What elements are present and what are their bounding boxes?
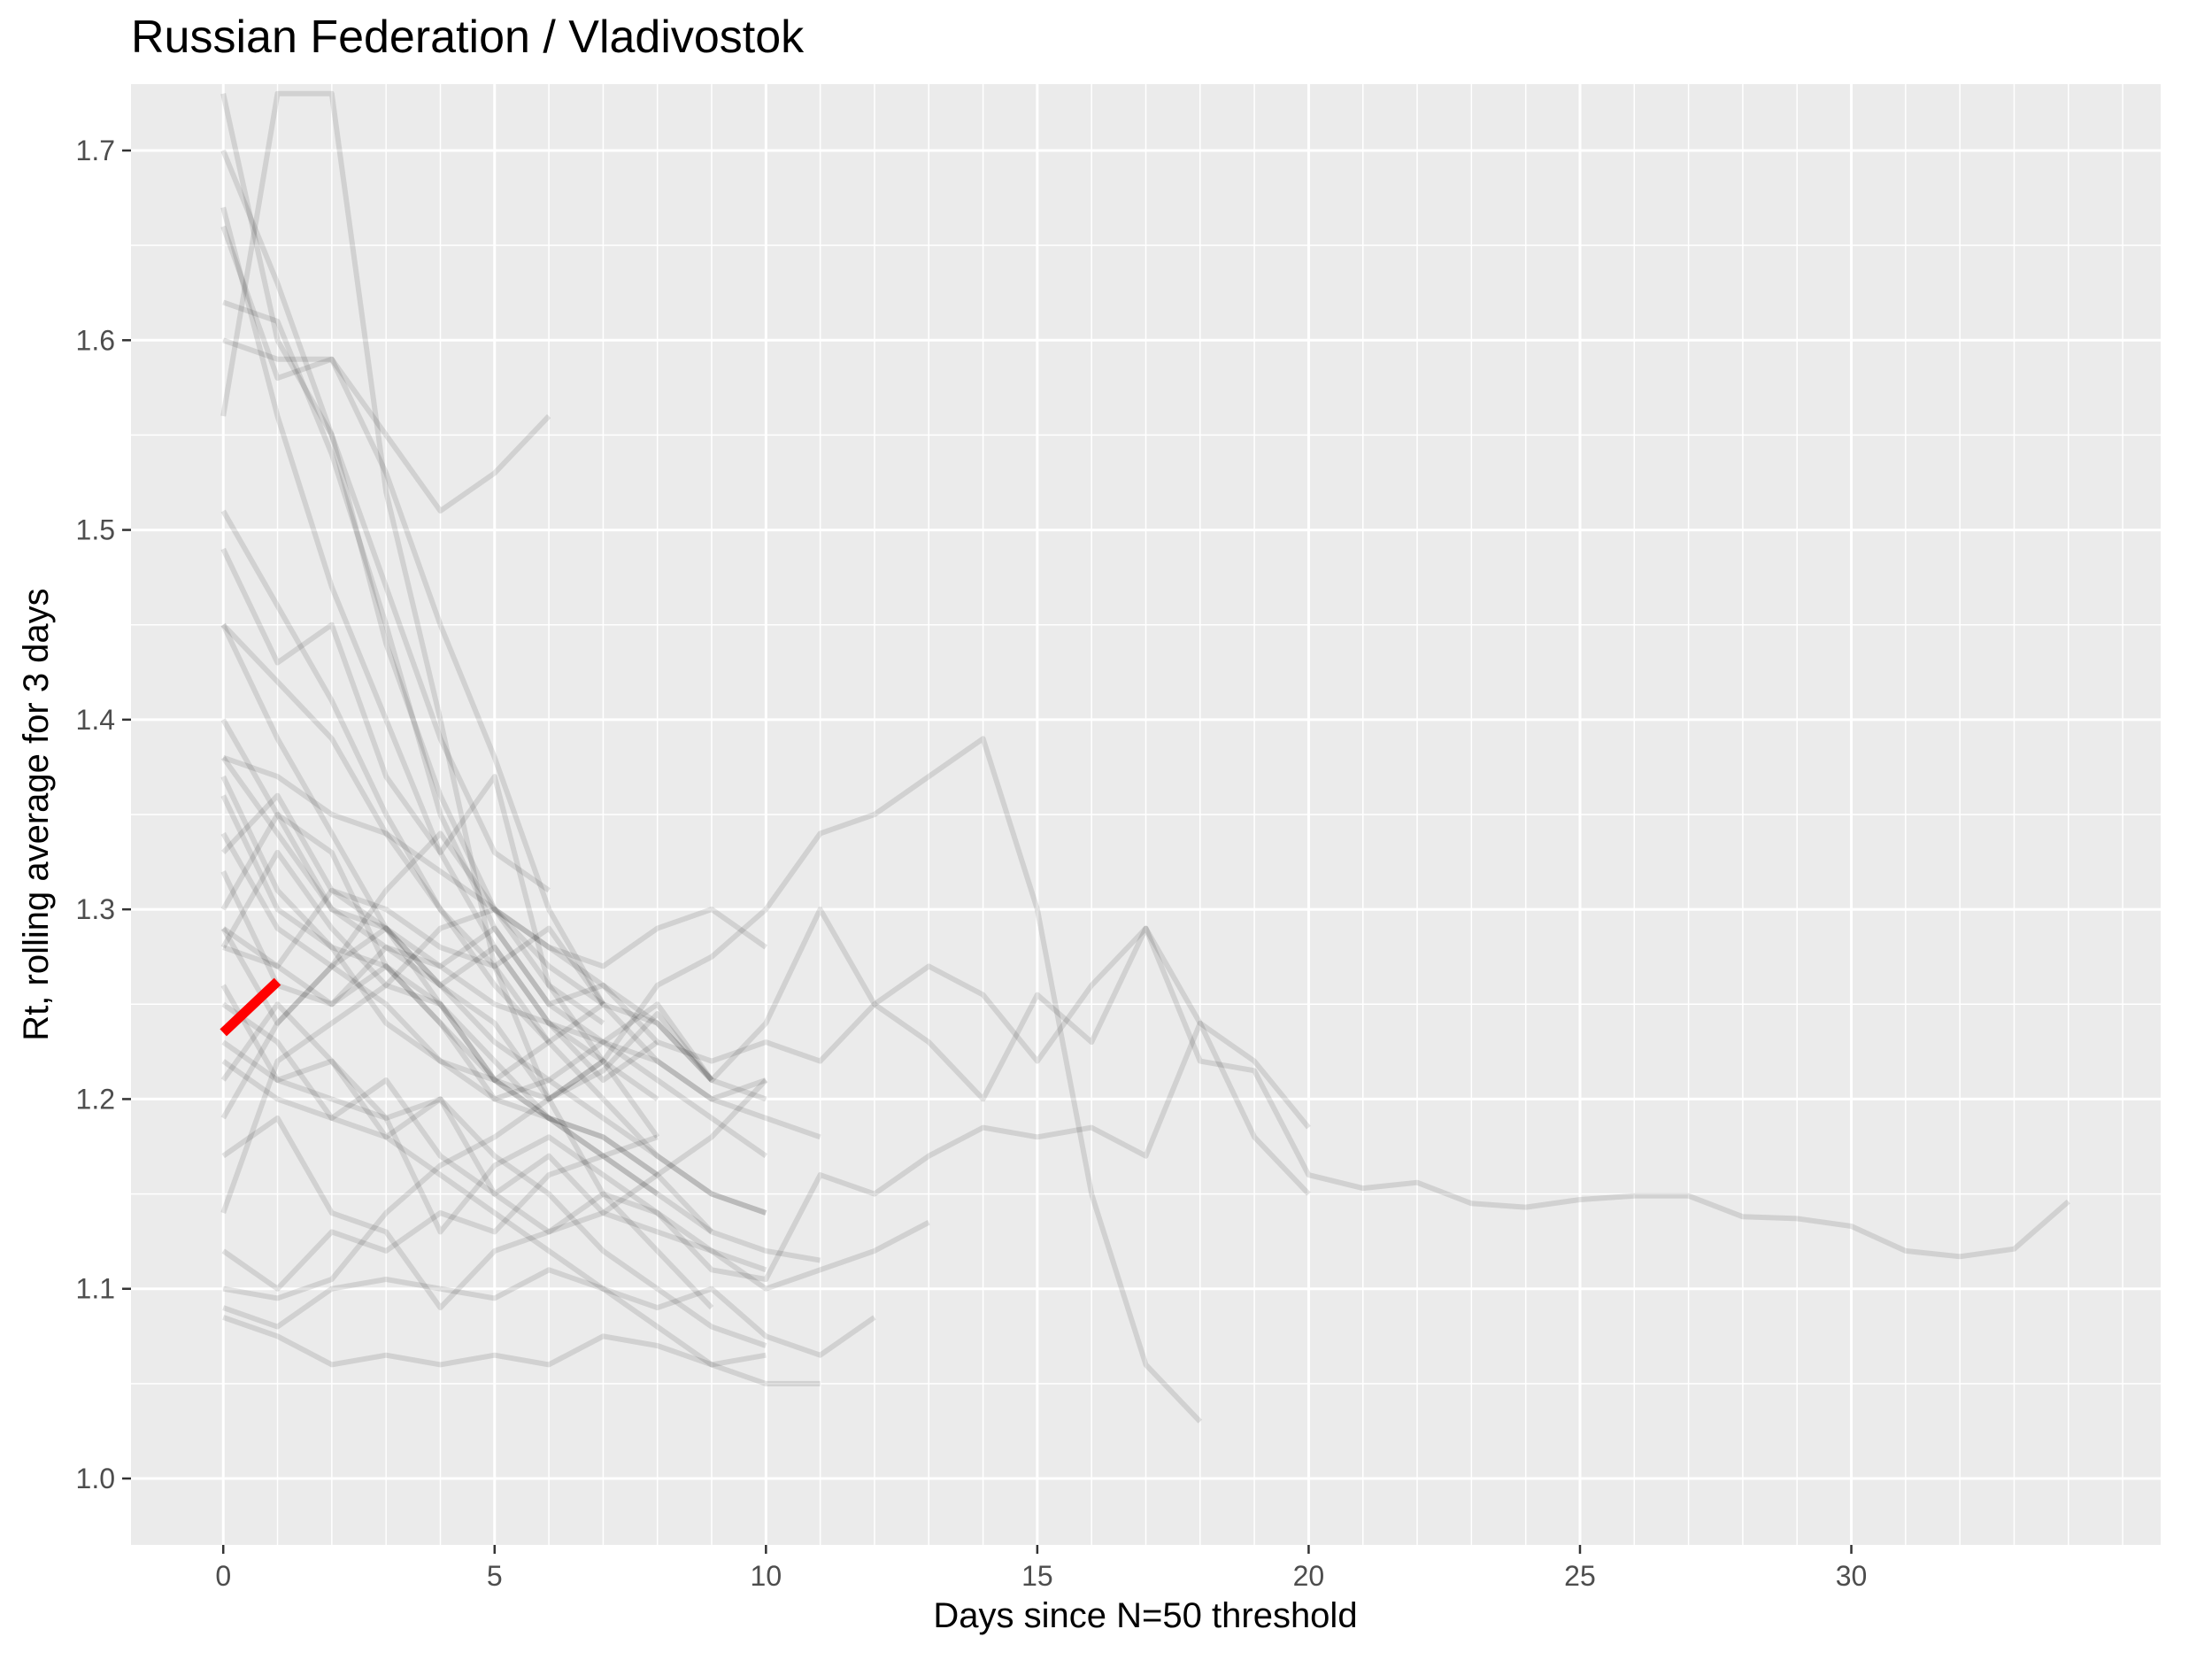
context-series-line — [220, 149, 551, 893]
chart-title: Russian Federation / Vladivostok — [131, 12, 805, 63]
context-series-line — [220, 93, 660, 1139]
context-series-line — [222, 907, 2070, 1301]
y-tick-label: 1.4 — [76, 704, 115, 736]
context-series-line — [220, 225, 551, 514]
x-tick-label: 30 — [1836, 1560, 1868, 1592]
highlight-series-group — [220, 977, 281, 1037]
context-series-line — [222, 337, 606, 1006]
context-series-line — [220, 718, 767, 1216]
x-axis-title: Days since N=50 threshold — [933, 1596, 1357, 1635]
x-tick-label: 15 — [1021, 1560, 1053, 1592]
context-series-line — [221, 1001, 821, 1386]
context-series-line — [221, 792, 821, 1140]
y-axis-title: Rt, rolling average for 3 days — [17, 588, 56, 1040]
context-series-line — [220, 547, 605, 1026]
context-series-line — [220, 1001, 930, 1292]
context-series-line — [222, 299, 714, 1082]
context-series-line — [220, 623, 659, 1159]
context-series-line — [221, 1115, 767, 1311]
context-series-line — [222, 754, 767, 1102]
x-tick-label: 5 — [487, 1560, 503, 1592]
minor-gridlines — [131, 84, 2161, 1545]
context-series-line — [220, 736, 1202, 1424]
context-series-group — [220, 90, 2070, 1424]
context-series-line — [220, 925, 767, 1120]
context-series-line — [220, 755, 659, 1102]
context-series-line — [220, 907, 768, 1215]
context-series-line — [221, 1059, 768, 1235]
context-series-line — [220, 775, 713, 1234]
context-series-line — [220, 90, 714, 1310]
context-series-line — [221, 1039, 767, 1348]
context-series-line — [220, 812, 659, 1177]
context-series-line — [220, 849, 821, 1263]
x-tick-label: 20 — [1293, 1560, 1325, 1592]
x-axis-ticks: 0 5 10 15 20 25 30 — [215, 1545, 1867, 1592]
context-series-line — [221, 1153, 659, 1292]
y-tick-label: 1.1 — [76, 1273, 115, 1305]
highlight-series-line — [220, 977, 281, 1037]
y-tick-label: 1.7 — [76, 135, 115, 166]
y-tick-label: 1.5 — [76, 514, 115, 546]
context-series-line — [220, 870, 1311, 1130]
context-series-line — [220, 831, 768, 1159]
x-tick-label: 25 — [1564, 1560, 1596, 1592]
x-tick-label: 0 — [215, 1560, 231, 1592]
context-series-line — [222, 1315, 767, 1368]
context-series-line — [221, 926, 714, 1083]
context-series-line — [221, 622, 767, 1216]
y-tick-label: 1.0 — [76, 1463, 115, 1494]
context-series-line — [220, 206, 605, 1064]
y-axis-ticks: 1.0 1.1 1.2 1.3 1.4 1.5 1.6 1.7 — [76, 135, 131, 1494]
x-tick-label: 10 — [751, 1560, 782, 1592]
context-series-line — [222, 887, 659, 1083]
context-series-line — [220, 509, 551, 1045]
context-series-line — [220, 830, 605, 1026]
y-tick-label: 1.6 — [76, 324, 115, 356]
y-tick-label: 1.2 — [76, 1083, 115, 1115]
y-tick-label: 1.3 — [76, 893, 115, 925]
context-series-line — [222, 1267, 876, 1358]
context-series-line — [220, 984, 1311, 1282]
major-gridlines — [131, 84, 2161, 1545]
